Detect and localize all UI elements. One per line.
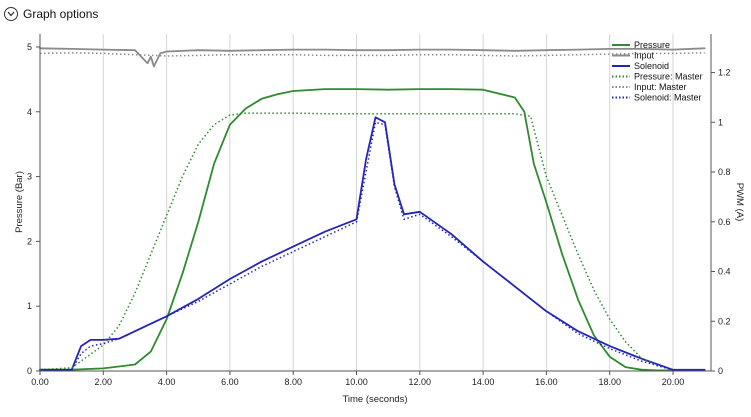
y-left-tick-label: 4 (27, 107, 32, 117)
series-line-input-master (39, 52, 705, 57)
legend-label: Pressure: Master (634, 72, 703, 82)
x-tick-label: 0.00 (31, 377, 49, 387)
series-line-pressure-master (39, 112, 705, 372)
x-tick-label: 12.00 (409, 377, 432, 387)
x-tick-label: 16.00 (535, 377, 558, 387)
y-axis-right-ticks: 0 0.2 0.4 0.6 0.8 1 1.2 (711, 68, 731, 376)
graph-options-button[interactable]: Graph options (4, 4, 98, 24)
series-line-pressure (39, 88, 706, 372)
series-line-solenoid-master (40, 121, 705, 371)
x-tick-label: 18.00 (598, 377, 621, 387)
x-tick-label: 8.00 (284, 377, 302, 387)
x-tick-label: 14.00 (472, 377, 495, 387)
chart-axes (39, 34, 712, 372)
legend-label: Solenoid: Master (634, 93, 702, 103)
y-right-tick-label: 0.2 (718, 316, 731, 326)
legend-label: Pressure (634, 40, 670, 50)
series-line-solenoid (39, 116, 706, 371)
y-left-tick-label: 5 (27, 42, 32, 52)
y-right-tick-label: 0.6 (718, 217, 731, 227)
y-right-tick-label: 0.8 (718, 167, 731, 177)
y-axis-left-ticks: 0 1 2 3 4 5 (27, 42, 40, 376)
y-left-tick-label: 2 (27, 236, 32, 246)
chart-series (39, 47, 706, 372)
x-tick-label: 2.00 (95, 377, 113, 387)
y-right-tick-label: 1.2 (718, 68, 731, 78)
y-left-tick-label: 3 (27, 172, 32, 182)
x-tick-label: 10.00 (345, 377, 368, 387)
y-left-tick-label: 1 (27, 301, 32, 311)
y-right-tick-label: 0 (718, 366, 723, 376)
x-tick-label: 4.00 (158, 377, 176, 387)
graph-options-label: Graph options (23, 7, 99, 21)
toolbar: Graph options (0, 0, 751, 28)
y-left-tick-label: 0 (27, 366, 32, 376)
y-axis-left-label: Pressure (Bar) (14, 171, 25, 233)
y-right-tick-label: 0.4 (718, 267, 731, 277)
chevron-down-icon (4, 7, 18, 21)
series-line-input (39, 47, 706, 68)
legend-label: Input (634, 51, 655, 61)
x-axis-ticks: 0.00 2.00 4.00 6.00 8.00 10.00 12.00 14.00 16.00… (31, 371, 684, 387)
y-right-tick-label: 1 (718, 117, 723, 127)
x-axis-label: Time (seconds) (342, 394, 407, 405)
legend-label: Solenoid (634, 61, 669, 71)
x-tick-label: 6.00 (221, 377, 239, 387)
y-axis-right-label: PWM (A) (734, 183, 745, 222)
x-tick-label: 20.00 (662, 377, 685, 387)
legend-label: Input: Master (634, 82, 687, 92)
